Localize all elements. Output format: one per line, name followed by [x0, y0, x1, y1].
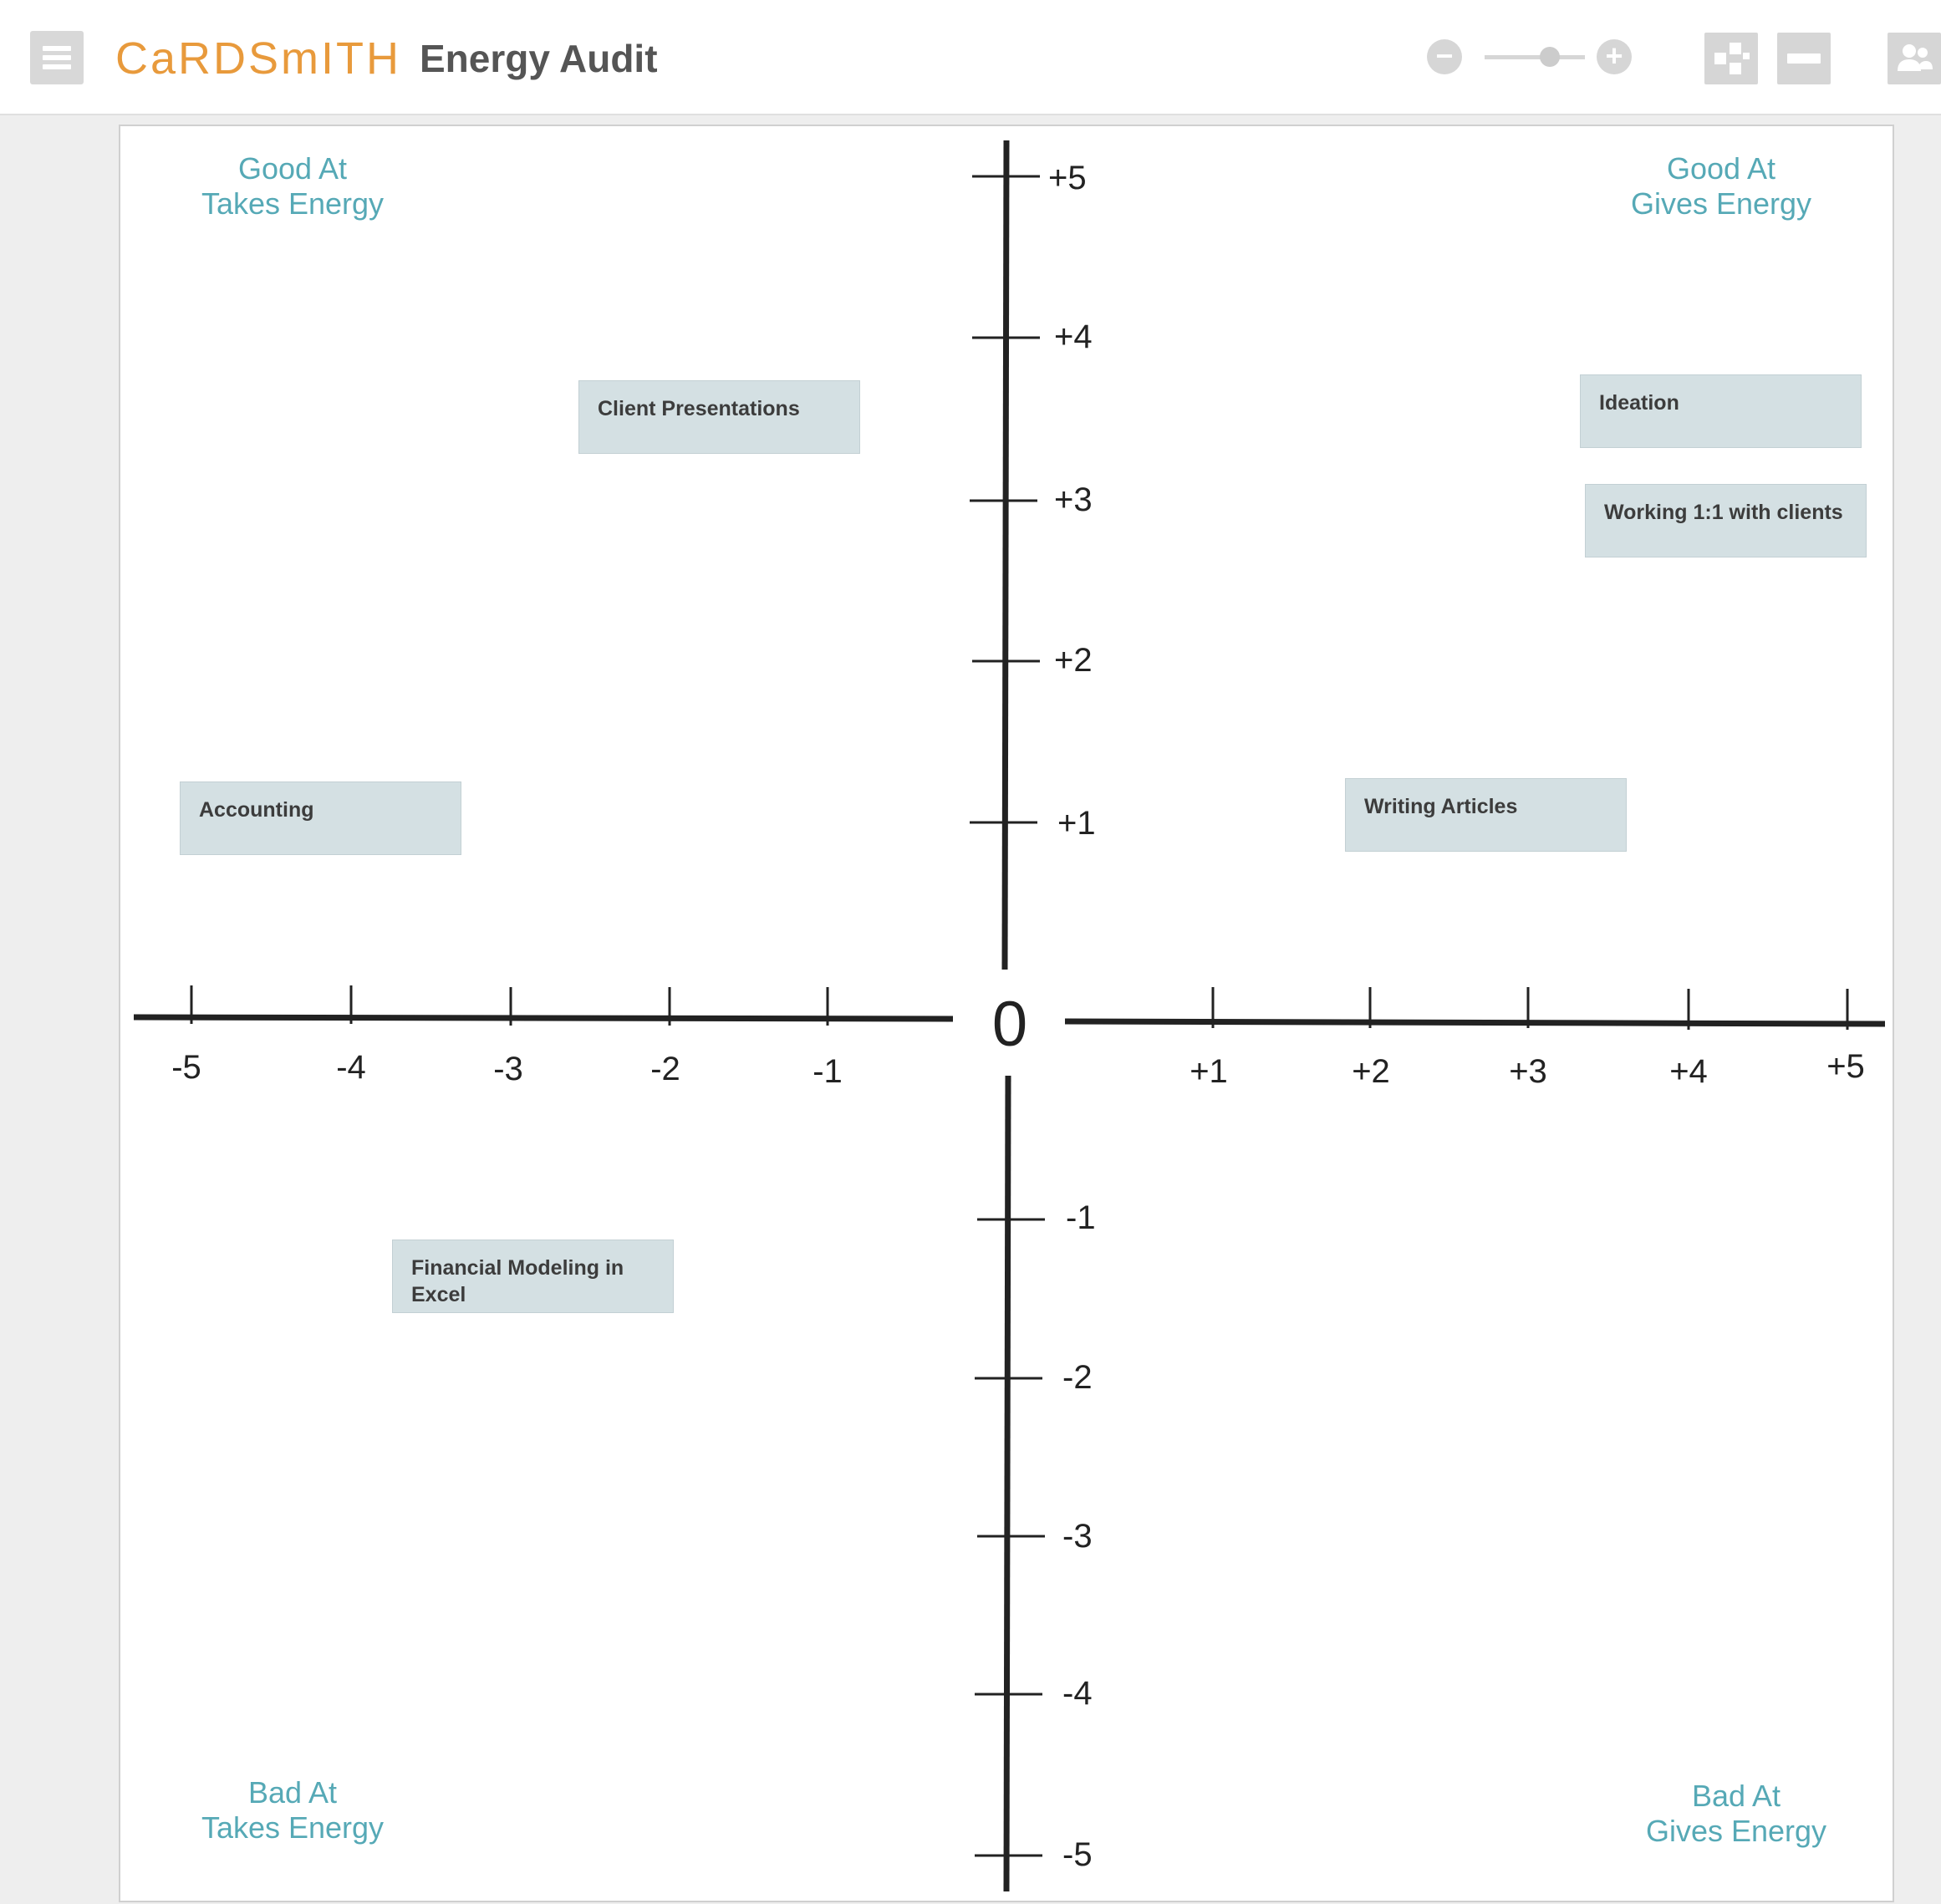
- x-tick-label: -1: [813, 1053, 843, 1090]
- top-bar: CaRDSmITH Energy Audit − +: [0, 0, 1941, 115]
- y-tick-label: -4: [1062, 1675, 1093, 1712]
- y-tick-label: -2: [1062, 1359, 1093, 1396]
- card-accounting[interactable]: Accounting: [180, 781, 461, 855]
- minus-icon: [1787, 53, 1821, 64]
- x-tick-label: -2: [650, 1051, 680, 1087]
- board-title[interactable]: Energy Audit: [420, 37, 658, 80]
- card-financial-modeling[interactable]: Financial Modeling in Excel: [392, 1240, 674, 1313]
- quadrant-label-bad-gives: Bad At Gives Energy: [1645, 1779, 1827, 1848]
- x-tick-label: -5: [171, 1049, 201, 1086]
- y-tick-label: -1: [1066, 1199, 1096, 1236]
- x-tick-label: -4: [336, 1049, 366, 1086]
- layout-grid-icon: [1714, 43, 1750, 74]
- y-tick-label: +4: [1054, 318, 1093, 355]
- x-tick-label: +2: [1352, 1053, 1390, 1090]
- quadrant-label-good-takes: Good At Takes Energy: [201, 151, 385, 221]
- quadrant-label-bad-takes: Bad At Takes Energy: [201, 1775, 385, 1845]
- y-tick-label: -3: [1062, 1518, 1093, 1555]
- quadrant-label-good-gives: Good At Gives Energy: [1630, 151, 1812, 221]
- y-tick-label: +1: [1057, 805, 1096, 842]
- zoom-in-icon[interactable]: +: [1597, 39, 1632, 74]
- menu-icon[interactable]: [30, 31, 84, 84]
- card-working-1-1[interactable]: Working 1:1 with clients: [1585, 484, 1867, 557]
- origin-label: 0: [992, 989, 1027, 1060]
- collapse-button[interactable]: [1777, 33, 1831, 84]
- board-canvas: 0 -5 -4 -3 -2 -1 +1 +2 +3 +4 +5 +5 +4 +3 +2 +1 -1 -2 -3 -…: [119, 125, 1894, 1902]
- layout-grid-button[interactable]: [1704, 33, 1758, 84]
- card-writing-articles[interactable]: Writing Articles: [1345, 778, 1627, 852]
- y-tick-label: +5: [1048, 160, 1087, 196]
- card-client-presentations[interactable]: Client Presentations: [578, 380, 860, 454]
- y-tick-label: -5: [1062, 1836, 1093, 1873]
- x-tick-label: +5: [1826, 1048, 1865, 1085]
- zoom-out-icon[interactable]: −: [1427, 39, 1462, 74]
- y-tick-label: +2: [1054, 642, 1093, 679]
- zoom-slider-handle[interactable]: [1540, 47, 1560, 67]
- y-tick-label: +3: [1054, 481, 1093, 518]
- x-tick-label: -3: [493, 1051, 523, 1087]
- app-logo[interactable]: CaRDSmITH: [115, 33, 402, 84]
- card-ideation[interactable]: Ideation: [1580, 374, 1862, 448]
- axes: 0 -5 -4 -3 -2 -1 +1 +2 +3 +4 +5 +5 +4 +3 +2 +1 -1 -2 -3 -…: [133, 140, 1886, 1892]
- zoom-slider[interactable]: [1485, 47, 1585, 67]
- users-icon: [1898, 44, 1933, 71]
- x-tick-label: +3: [1509, 1053, 1547, 1090]
- share-button[interactable]: [1888, 33, 1941, 84]
- x-tick-label: +1: [1190, 1053, 1228, 1090]
- x-tick-label: +4: [1669, 1053, 1708, 1090]
